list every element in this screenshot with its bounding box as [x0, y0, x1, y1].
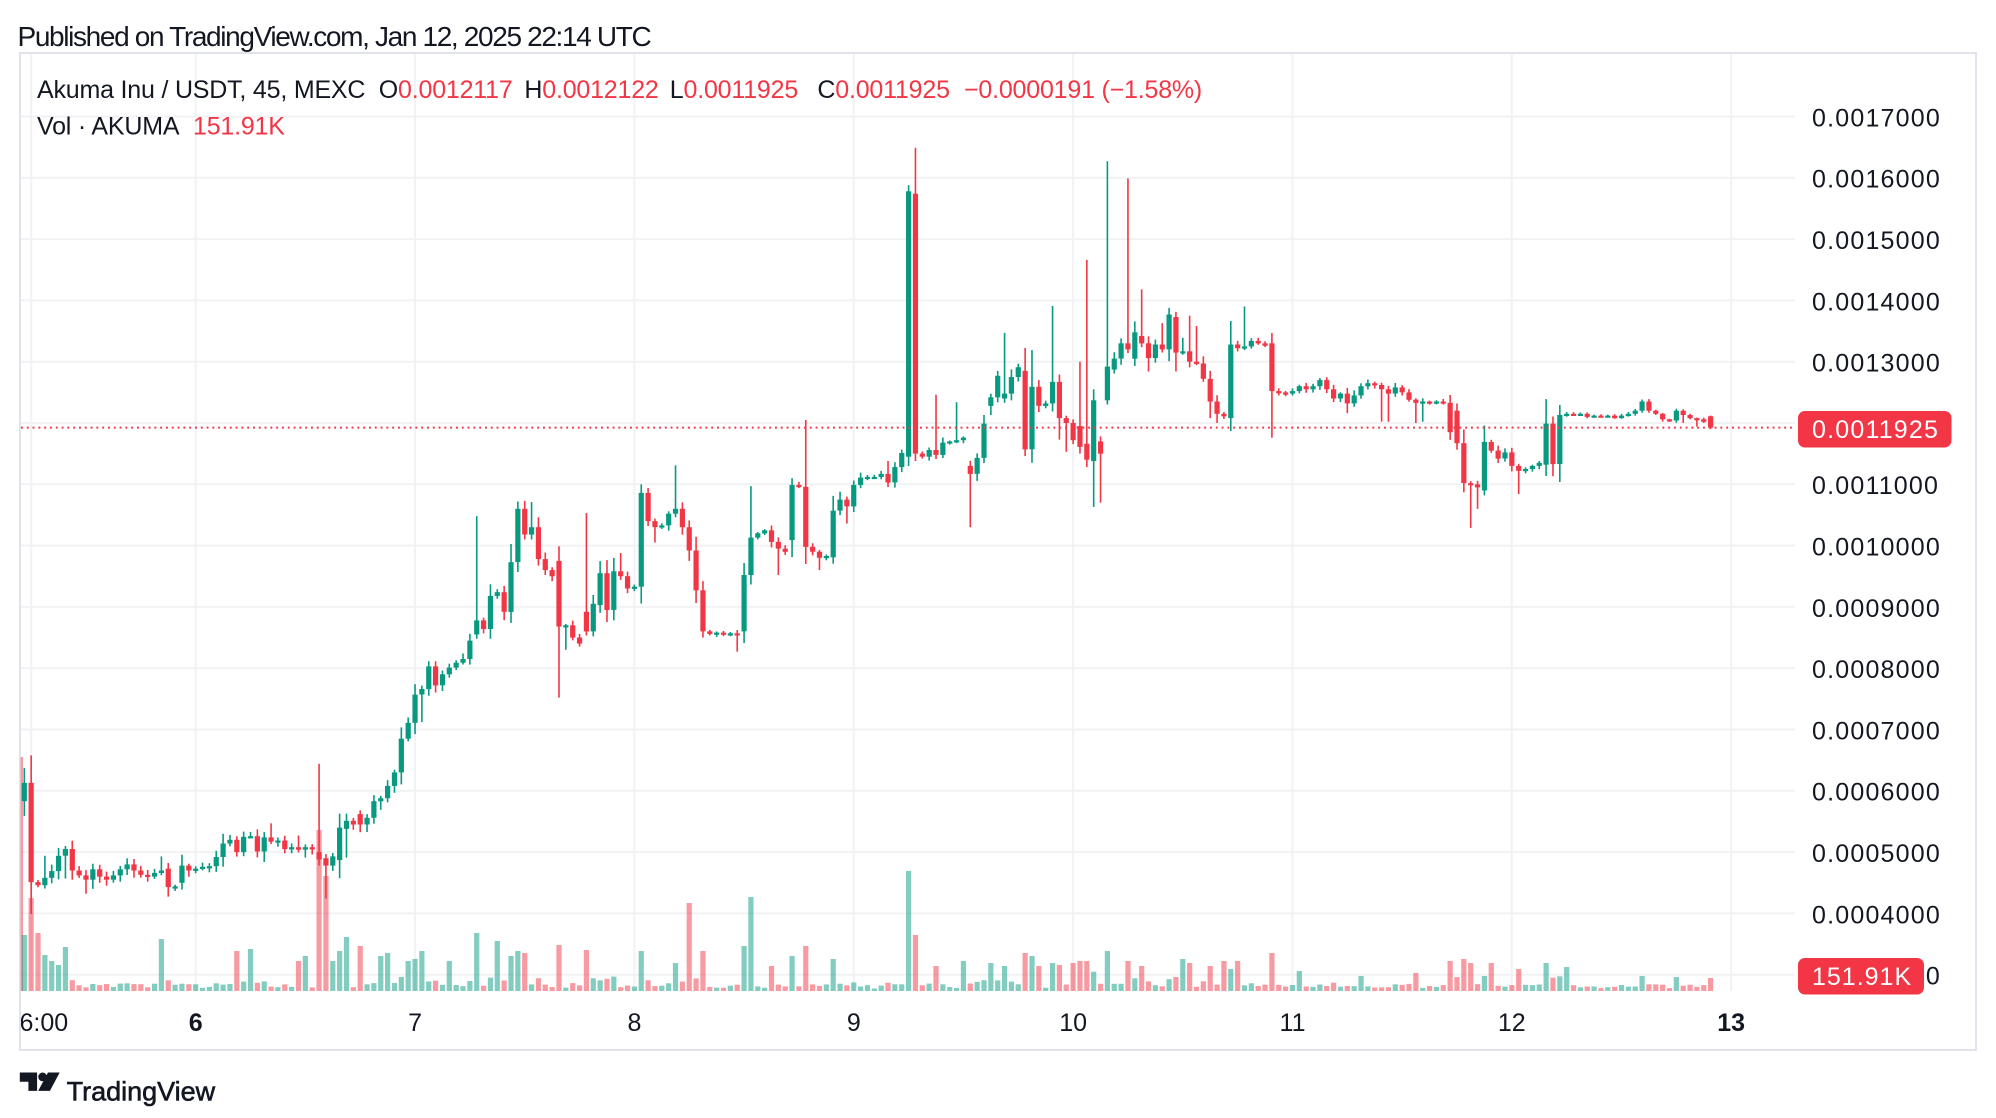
svg-text:9: 9: [847, 1009, 861, 1037]
svg-text:11: 11: [1280, 1009, 1306, 1037]
svg-text:Vol · AKUMA: Vol · AKUMA: [37, 113, 180, 141]
svg-text:0.0011925: 0.0011925: [1812, 416, 1939, 444]
svg-text:0.0017000: 0.0017000: [1812, 104, 1941, 132]
svg-text:H0.0012122: H0.0012122: [524, 76, 658, 104]
svg-text:0.0006000: 0.0006000: [1812, 779, 1941, 807]
svg-text:0.0007000: 0.0007000: [1812, 717, 1941, 745]
svg-text:12: 12: [1498, 1009, 1526, 1037]
svg-text:0.0011000: 0.0011000: [1812, 472, 1939, 500]
svg-text:Published on TradingView.com,: Published on TradingView.com, Jan 12, 20…: [18, 21, 652, 52]
svg-text:13: 13: [1717, 1009, 1745, 1037]
svg-text:Akuma Inu / USDT, 45, MEXC: Akuma Inu / USDT, 45, MEXC: [37, 76, 365, 104]
svg-text:0.0014000: 0.0014000: [1812, 288, 1941, 316]
svg-text:C0.0011925: C0.0011925: [817, 76, 949, 104]
svg-text:0.0013000: 0.0013000: [1812, 350, 1941, 378]
svg-text:0.0010000: 0.0010000: [1812, 534, 1941, 562]
svg-text:−0.0000191 (−1.58%): −0.0000191 (−1.58%): [964, 76, 1202, 104]
svg-text:6:00: 6:00: [20, 1009, 69, 1037]
svg-text:O0.0012117: O0.0012117: [379, 76, 513, 104]
svg-text:0.0009000: 0.0009000: [1812, 595, 1941, 623]
svg-text:0.0016000: 0.0016000: [1812, 166, 1941, 194]
svg-text:151.91K: 151.91K: [1812, 963, 1912, 991]
svg-text:TradingView: TradingView: [67, 1076, 216, 1106]
svg-text:10: 10: [1059, 1009, 1087, 1037]
svg-text:0.0015000: 0.0015000: [1812, 227, 1941, 255]
svg-text:0.0005000: 0.0005000: [1812, 840, 1941, 868]
svg-text:0.0008000: 0.0008000: [1812, 656, 1941, 684]
svg-text:8: 8: [627, 1009, 641, 1037]
svg-text:0.0004000: 0.0004000: [1812, 901, 1941, 929]
svg-text:6: 6: [189, 1009, 203, 1037]
svg-text:L0.0011925: L0.0011925: [670, 76, 798, 104]
svg-text:7: 7: [408, 1009, 422, 1037]
svg-text:151.91K: 151.91K: [193, 113, 285, 141]
